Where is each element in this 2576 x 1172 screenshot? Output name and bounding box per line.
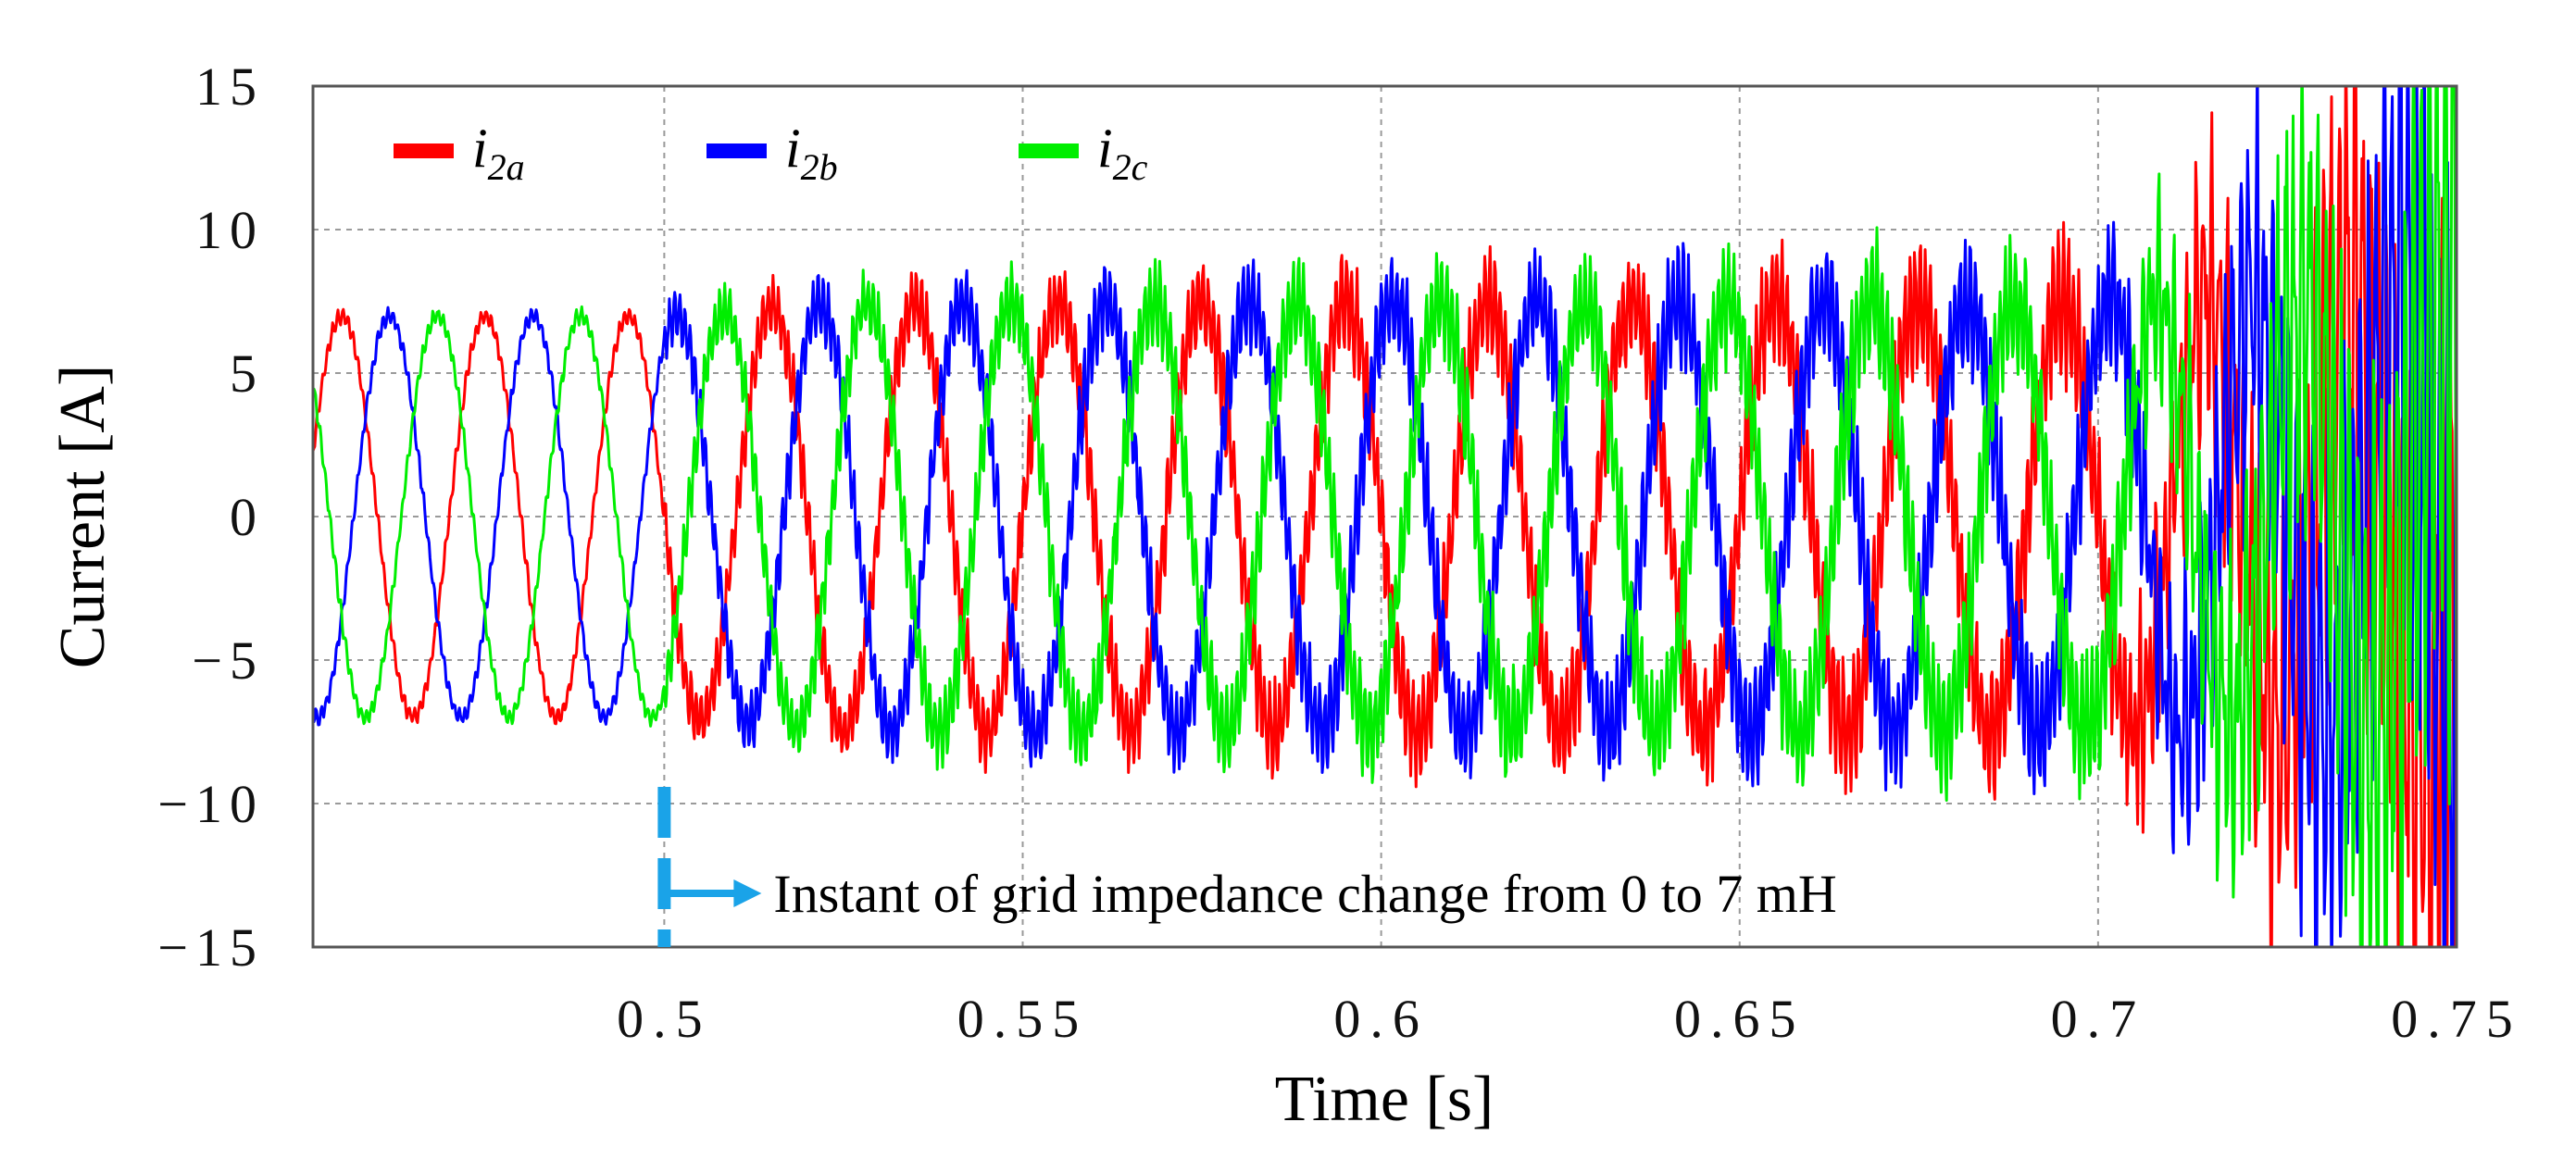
- y-tick-label: −5: [192, 630, 264, 691]
- annotation: Instant of grid impedance change from 0 …: [657, 787, 1837, 947]
- legend-swatch-i2a: [394, 143, 454, 158]
- x-tick-label: 0.6: [1333, 989, 1429, 1049]
- series-line-i2c: [313, 86, 2457, 947]
- y-tick-label: 5: [230, 343, 264, 404]
- x-tick-label: 0.7: [2051, 989, 2146, 1049]
- y-tick-label: −10: [157, 774, 264, 834]
- y-tick-label: 10: [195, 200, 264, 260]
- plot-frame: [311, 84, 2458, 949]
- legend: i2a i2b i2c: [394, 118, 1148, 188]
- legend-label-i2c: i2c: [1097, 118, 1148, 188]
- y-tick-label: −15: [157, 917, 264, 978]
- annotation-arrow-head: [733, 879, 762, 907]
- y-axis-title: Current [A]: [47, 365, 119, 669]
- legend-label-i2b: i2b: [785, 118, 838, 188]
- x-tick-label: 0.5: [617, 989, 712, 1049]
- legend-swatch-i2b: [707, 143, 767, 158]
- x-axis-title: Time [s]: [1275, 1064, 1494, 1135]
- x-tick-label: 0.55: [957, 989, 1089, 1049]
- annotation-text: Instant of grid impedance change from 0 …: [773, 864, 1836, 924]
- y-tick-label: 0: [230, 487, 264, 547]
- legend-label-i2a: i2a: [472, 118, 525, 188]
- series-line-i2b: [313, 86, 2457, 947]
- series-line-i2a: [313, 86, 2457, 947]
- x-tick-label: 0.75: [2391, 989, 2522, 1049]
- tick-labels: 0.5 0.55 0.6 0.65 0.7 0.75 15 10 5 0 −5 −10 −15: [157, 56, 2522, 1049]
- legend-swatch-i2c: [1019, 143, 1079, 158]
- series-group: [313, 86, 2457, 947]
- x-tick-label: 0.65: [1674, 989, 1806, 1049]
- y-tick-label: 15: [195, 56, 264, 117]
